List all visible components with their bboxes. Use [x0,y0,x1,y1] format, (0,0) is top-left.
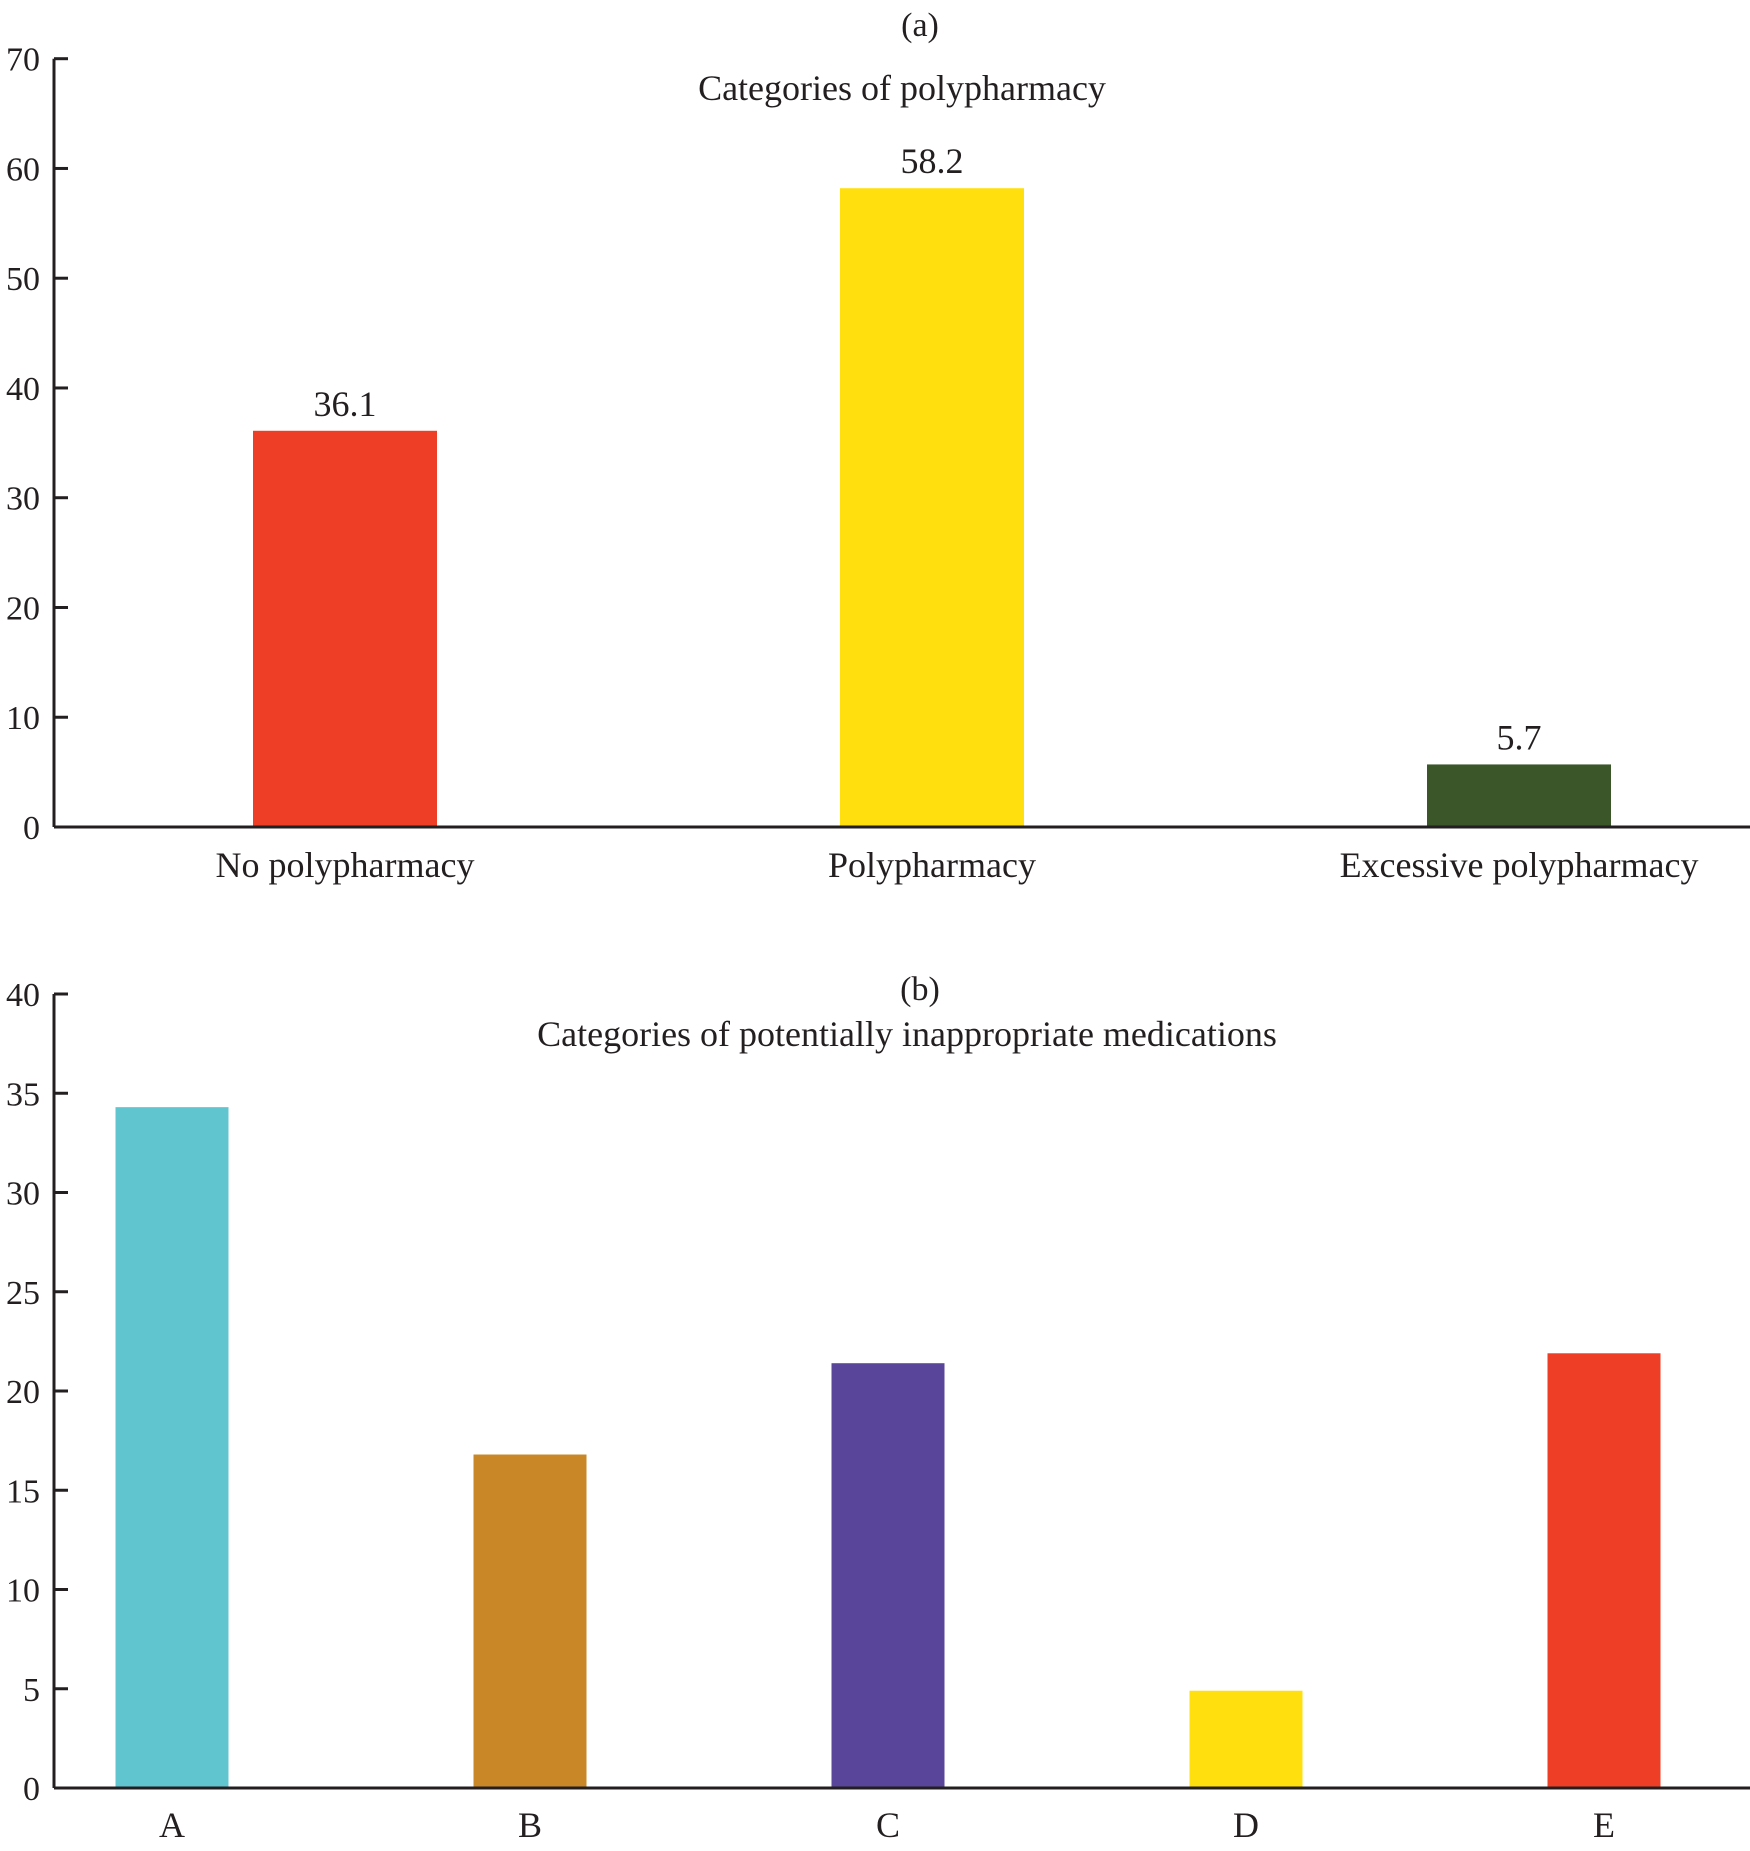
chart-b-bar-3 [1189,1690,1303,1788]
chart-a-y-tick-label: 0 [23,810,40,847]
chart-b-x-tick-label: C [876,1805,900,1845]
chart-a: (a) Categories of polypharmacy No polyph… [6,7,1750,885]
chart-a-bar-2 [1427,764,1611,827]
chart-a-y-tick-label: 30 [6,481,40,518]
chart-a-bar-1 [840,188,1024,827]
chart-b-bar-1 [473,1454,587,1788]
chart-b-bar-0 [115,1107,229,1788]
chart-b-title: Categories of potentially inappropriate … [537,1014,1277,1054]
chart-a-title: Categories of polypharmacy [698,68,1106,108]
chart-b: (b) Categories of potentially inappropri… [6,971,1750,1845]
chart-b-y-tick-label: 20 [6,1374,40,1411]
chart-a-y-tick-label: 50 [6,261,40,298]
chart-a-bar-0 [253,430,437,827]
chart-b-y-tick-label: 40 [6,977,40,1014]
chart-b-panel-label: (b) [900,971,940,1008]
chart-a-y-tick-label: 60 [6,151,40,188]
chart-b-y-tick-label: 30 [6,1176,40,1213]
chart-b-bar-2 [831,1363,945,1788]
chart-a-y-tick-label: 70 [6,42,40,79]
chart-a-data-label: 36.1 [314,384,377,424]
chart-a-x-tick-label: Polypharmacy [828,845,1036,885]
chart-b-x-tick-label: B [518,1805,542,1845]
chart-a-y-tick-label: 40 [6,371,40,408]
chart-b-y-tick-label: 35 [6,1076,40,1113]
chart-b-bar-4 [1547,1353,1661,1788]
chart-b-x-tick-label: A [159,1805,185,1845]
chart-a-y-tick-label: 20 [6,590,40,627]
chart-b-y-tick-label: 10 [6,1573,40,1610]
chart-a-data-label: 58.2 [901,141,964,181]
chart-a-panel-label: (a) [901,7,939,44]
chart-b-x-tick-label: D [1233,1805,1259,1845]
chart-b-y-tick-label: 25 [6,1275,40,1312]
chart-a-y-tick-label: 10 [6,700,40,737]
chart-a-data-label: 5.7 [1497,717,1542,757]
chart-b-y-tick-label: 15 [6,1473,40,1510]
chart-b-y-tick-label: 5 [23,1672,40,1709]
chart-b-x-tick-label: E [1593,1805,1615,1845]
chart-a-x-tick-label: Excessive polypharmacy [1340,845,1699,885]
chart-a-x-tick-label: No polypharmacy [216,845,475,885]
chart-b-y-tick-label: 0 [23,1771,40,1808]
